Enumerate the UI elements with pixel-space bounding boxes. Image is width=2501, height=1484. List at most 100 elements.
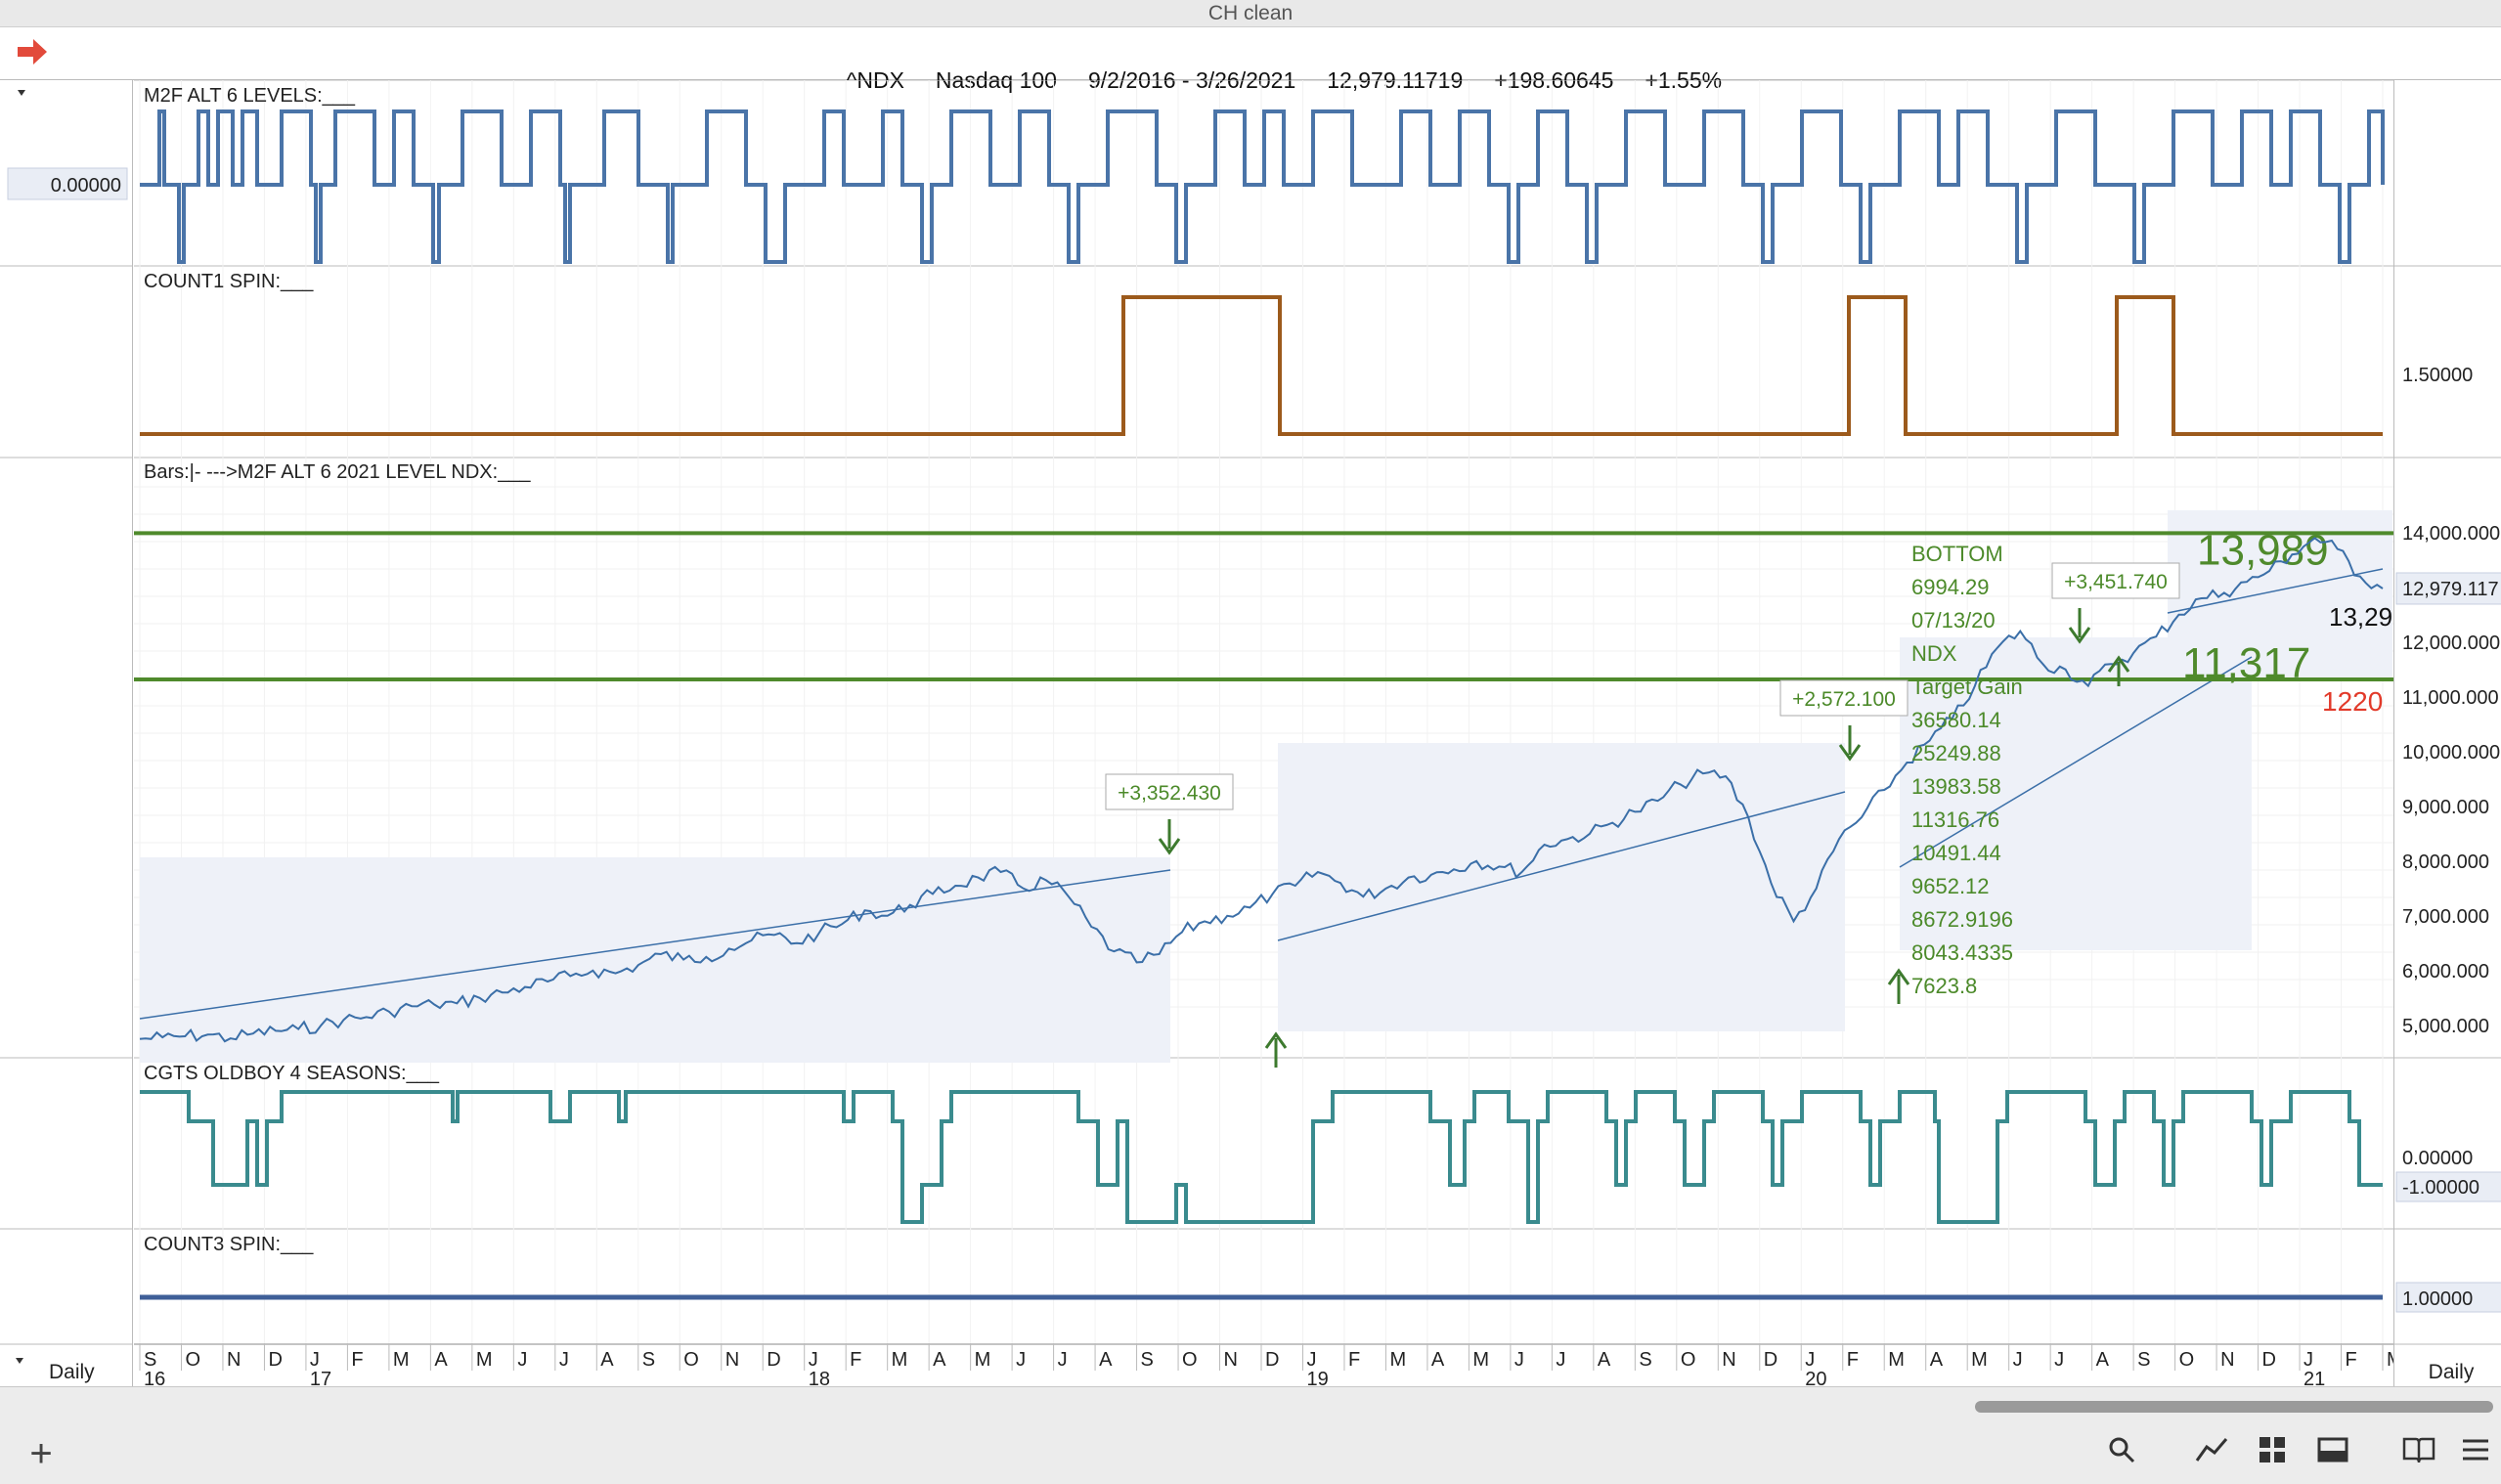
- signal-arrows: [1158, 608, 2130, 1068]
- count1-right-value: 1.50000: [2402, 365, 2473, 386]
- x-tick-label: J: [1306, 1349, 1316, 1371]
- zone-2: [1278, 743, 1845, 1031]
- chart-area[interactable]: M2F ALT 6 LEVELS:___ COUNT1 SPIN:___ Bar…: [134, 79, 2403, 1390]
- panel-icon[interactable]: [2313, 1434, 2352, 1473]
- x-tick-label: O: [2179, 1349, 2195, 1371]
- line-chart-icon[interactable]: [2192, 1434, 2231, 1473]
- bottom-block-line: BOTTOM: [1911, 542, 2003, 566]
- period-label-left[interactable]: Daily: [49, 1361, 95, 1383]
- bottom-block-line: 8043.4335: [1911, 940, 2013, 965]
- x-tick-label: O: [185, 1349, 200, 1371]
- x-tick-label: D: [2262, 1349, 2276, 1371]
- x-tick-label: F: [2346, 1349, 2357, 1371]
- bottom-block-line: NDX: [1911, 641, 1957, 666]
- x-tick-label: J: [559, 1349, 569, 1371]
- red-tag-label: 1220: [2322, 686, 2383, 717]
- x-tick-label: S: [1639, 1349, 1651, 1371]
- search-icon[interactable]: [2102, 1434, 2141, 1473]
- count3-right-value: 1.00000: [2402, 1288, 2473, 1310]
- bottom-block-line: 7623.8: [1911, 974, 1977, 998]
- x-tick-label: M: [1971, 1349, 1988, 1371]
- x-year-label: 19: [1306, 1369, 1328, 1386]
- horizontal-scrollbar[interactable]: [1975, 1401, 2493, 1413]
- x-tick-label: D: [767, 1349, 780, 1371]
- grid-icon[interactable]: [2253, 1434, 2292, 1473]
- x-tick-label: S: [642, 1349, 655, 1371]
- x-tick-label: O: [683, 1349, 699, 1371]
- cgts-right-value-top: 0.00000: [2402, 1148, 2473, 1169]
- current-price-box: [2395, 572, 2501, 605]
- zone-3: [1900, 637, 2252, 950]
- x-tick-label: M: [892, 1349, 908, 1371]
- x-tick-label: N: [2220, 1349, 2234, 1371]
- price-series-line: [139, 537, 2384, 1043]
- list-icon[interactable]: [2456, 1434, 2495, 1473]
- gain-box-2: +2,572.100: [1779, 679, 1909, 717]
- m2f-value-label: 0.00000: [51, 175, 121, 196]
- window-title: CH clean: [1207, 2, 1294, 24]
- gain-box-1-text: +3,352.430: [1118, 782, 1221, 805]
- zone-1: [140, 857, 1170, 1063]
- x-tick-label: A: [434, 1349, 448, 1371]
- gain-box-2-text: +2,572.100: [1792, 688, 1896, 711]
- price-tick-label: 11,000.000: [2402, 687, 2499, 709]
- right-axis-svg: 1.50000 0.00000 -1.00000 1.00000 14,000.…: [2394, 265, 2501, 1383]
- current-price-label: 12,979.117: [2402, 579, 2499, 600]
- x-tick-label: J: [1016, 1349, 1026, 1371]
- x-tick-label: M: [975, 1349, 991, 1371]
- x-tick-label: N: [725, 1349, 739, 1371]
- x-tick-label: J: [1556, 1349, 1565, 1371]
- price-tick-label: 12,000.000: [2402, 633, 2500, 654]
- x-tick-label: J: [1514, 1349, 1524, 1371]
- symbol-header: ^NDX Nasdaq 100 9/2/2016 - 3/26/2021 12,979…: [0, 27, 2501, 93]
- right-axis-column: 1.50000 0.00000 -1.00000 1.00000 14,000.…: [2393, 80, 2501, 1386]
- price-tick-label: 10,000.000: [2402, 742, 2500, 764]
- x-tick-label: O: [1681, 1349, 1696, 1371]
- book-icon[interactable]: [2399, 1434, 2438, 1473]
- gain-box-3-text: +3,451.740: [2064, 571, 2168, 593]
- down-arrow-icon: [1158, 819, 1181, 855]
- regression-line-2: [1277, 791, 1846, 941]
- x-year-label: 21: [2304, 1369, 2325, 1386]
- left-axis-column: 0.00000 Daily: [0, 80, 133, 1386]
- x-tick-label: J: [2304, 1349, 2313, 1371]
- x-tick-label: S: [2137, 1349, 2150, 1371]
- x-tick-label: F: [1847, 1349, 1859, 1371]
- main-panel-label: Bars:|- --->M2F ALT 6 2021 LEVEL NDX:___: [144, 461, 531, 483]
- count3-panel-label: COUNT3 SPIN:___: [144, 1234, 314, 1255]
- regression-line-4: [2167, 568, 2384, 614]
- level-label: 11,317: [2182, 639, 2310, 687]
- x-year-label: 17: [310, 1369, 331, 1386]
- m2f-value-box: [7, 167, 128, 200]
- period-label-right[interactable]: Daily: [2429, 1361, 2475, 1383]
- x-year-label: 16: [144, 1369, 165, 1386]
- x-tick-label: A: [2096, 1349, 2110, 1371]
- x-tick-label: A: [1930, 1349, 1944, 1371]
- period-chevron-icon[interactable]: [16, 1358, 23, 1364]
- count3-value-box: [2395, 1282, 2501, 1313]
- up-arrow-icon-2: [1887, 968, 1910, 1004]
- up-arrow-icon: [1264, 1031, 1288, 1068]
- x-tick-label: D: [1265, 1349, 1279, 1371]
- add-icon[interactable]: +: [29, 1432, 53, 1475]
- bottom-block-line: 9652.12: [1911, 874, 1990, 898]
- bottom-block-line: Target Gain: [1911, 675, 2023, 699]
- price-tick-label: 14,000.000: [2402, 523, 2500, 545]
- x-tick-label: M: [393, 1349, 410, 1371]
- x-tick-label: J: [517, 1349, 527, 1371]
- bottom-block-line: 11316.76: [1911, 807, 1999, 832]
- cgts-indicator-line: [140, 1090, 2383, 1224]
- x-tick-label: J: [1805, 1349, 1815, 1371]
- chart-svg[interactable]: M2F ALT 6 LEVELS:___ COUNT1 SPIN:___ Bar…: [134, 79, 2403, 1390]
- price-tick-label: 5,000.000: [2402, 1016, 2489, 1037]
- x-tick-label: F: [351, 1349, 363, 1371]
- count1-panel-label: COUNT1 SPIN:___: [144, 271, 314, 292]
- x-tick-label: D: [1764, 1349, 1777, 1371]
- red-arrow-icon[interactable]: [18, 39, 47, 69]
- price-tick-label: 8,000.000: [2402, 851, 2489, 873]
- x-tick-label: M: [1888, 1349, 1905, 1371]
- x-tick-label: M: [476, 1349, 493, 1371]
- chevron-down-icon[interactable]: [18, 90, 25, 96]
- x-tick-label: J: [2013, 1349, 2023, 1371]
- x-tick-label: N: [227, 1349, 241, 1371]
